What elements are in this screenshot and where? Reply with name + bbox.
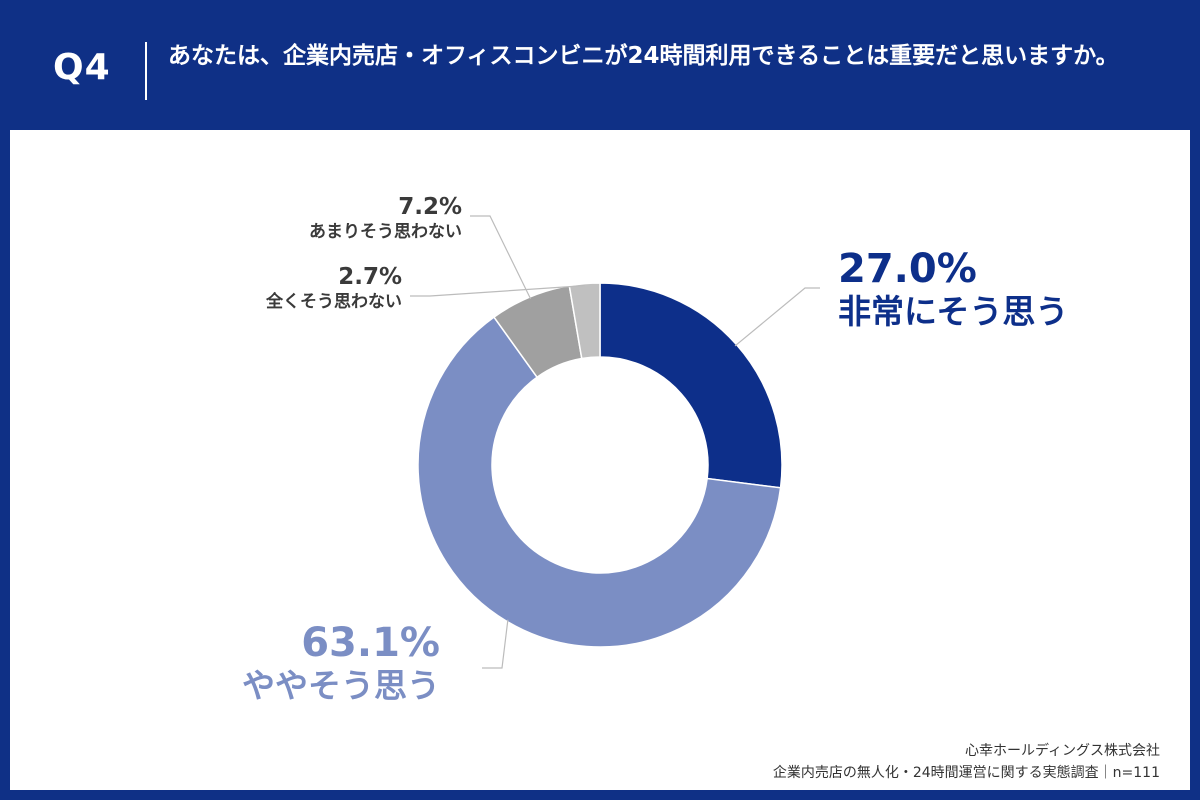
- leader-line-somewhat-agree: [482, 619, 509, 669]
- category-label-somewhat-agree: ややそう思う: [242, 666, 440, 705]
- footer-company: 心幸ホールディングス株式会社: [964, 743, 1160, 759]
- header-divider: [145, 42, 147, 100]
- label-somewhat-disagree: 7.2% あまりそう思わない: [309, 194, 462, 243]
- leader-line-somewhat-disagree: [470, 215, 532, 300]
- leader-line-strongly-disagree: [410, 285, 585, 297]
- question-number: Q4: [53, 47, 111, 88]
- question-text: あなたは、企業内売店・オフィスコンビニが24時間利用できることは重要だと思います…: [168, 43, 1119, 69]
- label-strongly-agree: 27.0% 非常にそう思う: [838, 246, 1068, 332]
- chart-panel: 27.0% 非常にそう思う 63.1% ややそう思う 7.2% あまりそう思わな…: [10, 130, 1190, 790]
- category-label-somewhat-disagree: あまりそう思わない: [309, 222, 462, 242]
- category-label-strongly-disagree: 全くそう思わない: [266, 292, 402, 312]
- category-label-strongly-agree: 非常にそう思う: [838, 292, 1069, 331]
- slice-somewhat-agree: [417, 316, 782, 648]
- slice-strongly-disagree: [568, 282, 601, 360]
- donut-chart: [410, 215, 820, 669]
- header-banner: Q4 あなたは、企業内売店・オフィスコンビニが24時間利用できることは重要だと思…: [0, 0, 1200, 130]
- value-label-somewhat-agree: 63.1%: [301, 620, 440, 666]
- label-somewhat-agree: 63.1% ややそう思う: [242, 620, 440, 706]
- leader-line-strongly-agree: [734, 287, 820, 347]
- value-label-strongly-agree: 27.0%: [838, 246, 977, 292]
- value-label-somewhat-disagree: 7.2%: [398, 194, 462, 220]
- label-strongly-disagree: 2.7% 全くそう思わない: [266, 264, 402, 313]
- footer-survey: 企業内売店の無人化・24時間運営に関する実態調査｜n=111: [772, 765, 1160, 781]
- slice-strongly-agree: [599, 282, 783, 489]
- value-label-strongly-disagree: 2.7%: [338, 264, 402, 290]
